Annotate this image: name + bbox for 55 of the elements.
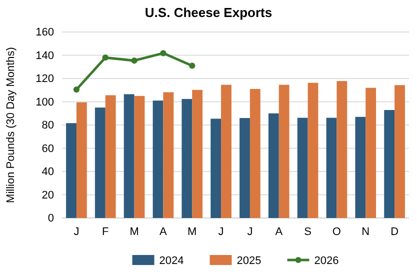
x-tick-label: J — [247, 226, 253, 238]
legend-label: 2024 — [159, 255, 184, 267]
bar — [366, 88, 376, 218]
bar — [192, 90, 203, 218]
x-tick-label: D — [390, 226, 399, 238]
bar — [221, 84, 232, 218]
y-axis-title: Million Pounds (30 Day Months) — [5, 47, 17, 203]
point — [131, 58, 138, 64]
y-tick-label: 140 — [36, 50, 54, 62]
bar — [134, 96, 145, 218]
bar — [163, 92, 174, 218]
bar — [336, 81, 348, 218]
x-tick-label: J — [74, 226, 80, 238]
bar — [355, 116, 366, 218]
bar — [268, 113, 279, 218]
legend-label: 2025 — [236, 255, 262, 267]
y-tick-label: 20 — [42, 189, 54, 202]
bar — [278, 84, 290, 218]
bar — [152, 100, 164, 218]
x-tick-label: S — [304, 226, 312, 238]
point — [189, 62, 196, 69]
bar — [76, 102, 87, 218]
x-tick-label: A — [275, 226, 284, 238]
chart-title: U.S. Cheese Exports — [144, 5, 272, 20]
x-tick-label: J — [218, 226, 224, 238]
bar — [210, 118, 222, 218]
y-tick-label: 100 — [36, 96, 54, 108]
legend-label: 2026 — [314, 255, 339, 267]
y-tick-label: 120 — [36, 73, 54, 86]
bar — [66, 123, 76, 218]
x-tick-label: M — [188, 226, 197, 238]
bar — [308, 82, 318, 218]
bar — [384, 110, 395, 218]
bar — [240, 118, 250, 218]
bar — [182, 98, 192, 218]
y-tick-label: 80 — [42, 120, 54, 132]
y-tick-label: 0 — [48, 212, 54, 225]
bar — [394, 85, 405, 218]
x-tick-label: A — [160, 226, 168, 238]
bar — [297, 118, 308, 218]
bar — [105, 95, 116, 218]
bar — [124, 94, 134, 218]
bar — [250, 88, 260, 218]
point — [102, 54, 108, 61]
bar — [94, 108, 106, 218]
x-tick-label: O — [332, 226, 342, 238]
x-tick-label: F — [102, 226, 110, 238]
y-tick-label: 40 — [42, 166, 54, 178]
x-tick-label: M — [130, 226, 139, 238]
bar — [326, 118, 337, 218]
x-tick-label: N — [362, 226, 370, 238]
point — [73, 86, 80, 93]
y-tick-label: 160 — [36, 26, 54, 39]
point — [160, 50, 166, 56]
y-tick-label: 60 — [42, 142, 54, 155]
